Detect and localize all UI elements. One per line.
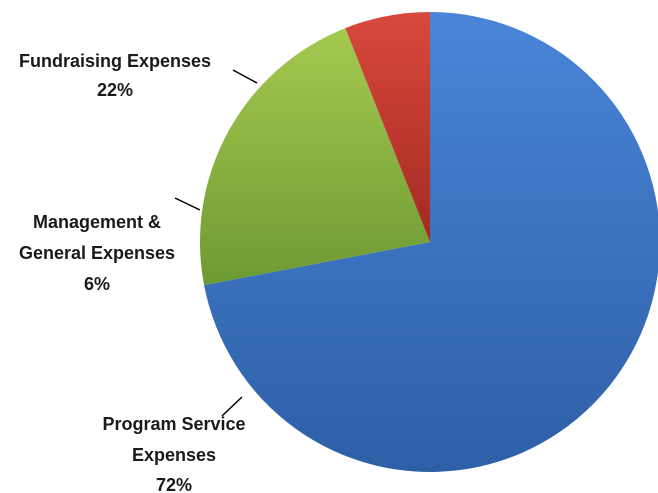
leader-line-management	[174, 197, 201, 211]
slice-label-management: Management & General Expenses 6%	[19, 212, 175, 294]
label-program-value: 72%	[156, 475, 192, 493]
leader-line-program	[221, 396, 243, 417]
slice-management-general	[345, 12, 430, 242]
label-management-value: 6%	[84, 274, 110, 294]
leader-line-fundraising	[232, 69, 258, 84]
slice-label-program: Program Service Expenses 72%	[102, 414, 245, 493]
label-fundraising-line1: Fundraising Expenses	[19, 51, 211, 71]
label-program-line2: Expenses	[132, 445, 216, 465]
slice-fundraising	[199, 28, 430, 286]
leader-lines	[174, 69, 258, 417]
label-fundraising-value: 22%	[97, 80, 133, 100]
label-management-line2: General Expenses	[19, 243, 175, 263]
label-program-line1: Program Service	[102, 414, 245, 434]
pie-slices	[199, 12, 658, 472]
label-management-line1: Management &	[33, 212, 161, 232]
slice-label-fundraising: Fundraising Expenses 22%	[19, 51, 211, 100]
slice-program-service	[204, 12, 658, 472]
